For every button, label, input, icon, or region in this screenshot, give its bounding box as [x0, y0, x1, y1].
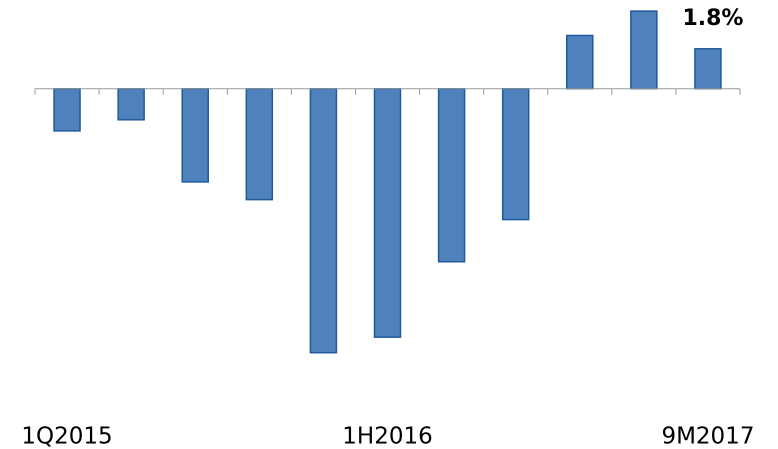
data-label: 1.8%: [682, 6, 743, 31]
bar: [437, 87, 466, 263]
bar: [181, 87, 209, 183]
bar: [373, 87, 402, 338]
bar: [501, 87, 530, 221]
bar: [630, 10, 658, 90]
x-tick-label: 9M2017: [661, 424, 754, 449]
bar: [309, 87, 338, 354]
bar: [245, 87, 274, 201]
bar: [117, 87, 145, 121]
x-tick-label: 1H2016: [342, 424, 432, 449]
bar: [53, 87, 81, 132]
x-tick-label: 1Q2015: [21, 424, 112, 449]
bar: [566, 34, 594, 90]
bar: [694, 48, 722, 90]
